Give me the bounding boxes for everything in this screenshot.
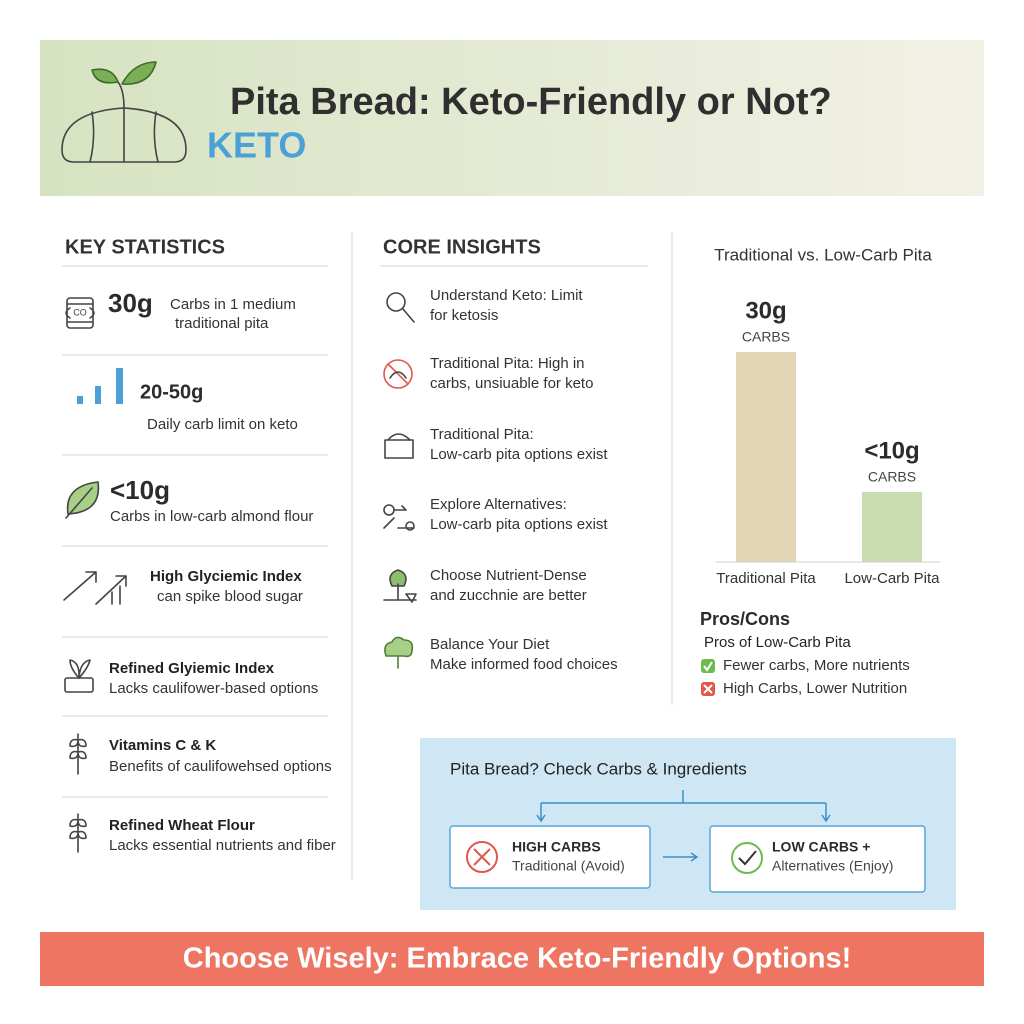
insight-title: Explore Alternatives: bbox=[430, 496, 567, 513]
x-tick-label: Low-Carb Pita bbox=[844, 570, 940, 587]
check-icon bbox=[701, 659, 715, 673]
flow-right-text: Alternatives (Enjoy) bbox=[772, 858, 893, 874]
insight-title: Traditional Pita: High in bbox=[430, 355, 585, 372]
section-heading: KEY STATISTICS bbox=[65, 236, 225, 258]
footer-band bbox=[40, 932, 984, 986]
section-heading: CORE INSIGHTS bbox=[383, 236, 541, 258]
x-tick-label: Traditional Pita bbox=[716, 570, 816, 587]
insights: Understand Keto: Limit for ketosis Traditi… bbox=[430, 287, 618, 673]
insight-text: and zucchnie are better bbox=[430, 587, 587, 604]
bar bbox=[736, 352, 796, 562]
avoid-mark bbox=[473, 848, 491, 866]
flow-right-title: LOW CARBS + bbox=[772, 839, 870, 855]
insight-text: Low-carb pita options exist bbox=[430, 516, 608, 533]
stat-headline: 30g bbox=[108, 288, 153, 318]
insight-title: Balance Your Diet bbox=[430, 636, 550, 653]
stat-text: Lacks caulifower-based options bbox=[109, 680, 318, 697]
chart-title: Traditional vs. Low-Carb Pita bbox=[714, 245, 932, 264]
pro-text: Fewer carbs, More nutrients bbox=[723, 657, 910, 674]
flow-box bbox=[449, 825, 651, 889]
insight-title: Understand Keto: Limit bbox=[430, 287, 583, 304]
svg-text:CO: CO bbox=[73, 307, 87, 317]
insight-icons bbox=[383, 292, 417, 669]
pros-cons-heading: Pros/Cons bbox=[700, 609, 790, 629]
footer-text: Choose Wisely: Embrace Keto-Friendly Opt… bbox=[183, 943, 851, 975]
stat-headline: 20-50g bbox=[140, 381, 203, 403]
con-text: High Carbs, Lower Nutrition bbox=[723, 680, 907, 697]
bar bbox=[862, 492, 922, 562]
cross-mark bbox=[703, 684, 713, 694]
flow-connectors bbox=[536, 790, 831, 823]
flow-arrow bbox=[663, 852, 699, 862]
insight-text: Make informed food choices bbox=[430, 656, 618, 673]
value-unit: CARBS bbox=[868, 469, 916, 485]
header-band bbox=[40, 40, 984, 196]
bread-icon bbox=[61, 61, 187, 163]
flow-question: Pita Bread? Check Carbs & Ingredients bbox=[450, 759, 747, 778]
stat-text: Benefits of caulifowehsed options bbox=[109, 758, 332, 775]
insight-title: Choose Nutrient-Dense bbox=[430, 567, 587, 584]
insight-text: Low-carb pita options exist bbox=[430, 446, 608, 463]
chart: 30g CARBS Traditional Pita <10g CARBS Low-Car… bbox=[716, 297, 940, 587]
title: Pita Bread: Keto-Friendly or Not? bbox=[230, 81, 832, 123]
enjoy-mark bbox=[738, 850, 757, 866]
check-mark bbox=[703, 661, 713, 672]
value-unit: CARBS bbox=[742, 329, 790, 345]
stat-headline: Refined Wheat Flour bbox=[109, 817, 255, 834]
stat-icons: CO bbox=[63, 297, 127, 853]
stat-headline: <10g bbox=[110, 475, 170, 505]
flow-left-title: HIGH CARBS bbox=[512, 839, 601, 855]
stat-headline: Vitamins C & K bbox=[109, 737, 216, 754]
value-label: <10g bbox=[864, 437, 919, 464]
stat-text: traditional pita bbox=[175, 315, 269, 332]
value-label: 30g bbox=[745, 297, 786, 324]
stat-text: Daily carb limit on keto bbox=[147, 416, 298, 433]
avoid-icon bbox=[466, 841, 498, 873]
flow-box bbox=[709, 825, 926, 893]
stat-headline: Refined Glyiemic Index bbox=[109, 660, 275, 677]
stat-text: Lacks essential nutrients and fiber bbox=[109, 837, 336, 854]
stat-headline: High Glyciemic Index bbox=[150, 568, 302, 585]
insight-title: Traditional Pita: bbox=[430, 426, 534, 443]
enjoy-icon bbox=[731, 842, 763, 874]
stat-text: Carbs in 1 medium bbox=[170, 296, 296, 313]
flow-left-text: Traditional (Avoid) bbox=[512, 858, 625, 874]
tag: KETO bbox=[207, 125, 306, 166]
stat-text: can spike blood sugar bbox=[157, 588, 303, 605]
insight-text: for ketosis bbox=[430, 307, 498, 324]
insight-text: carbs, unsiuable for keto bbox=[430, 375, 593, 392]
pros-subheading: Pros of Low-Carb Pita bbox=[704, 634, 851, 651]
stat-text: Carbs in low-carb almond flour bbox=[110, 508, 313, 525]
